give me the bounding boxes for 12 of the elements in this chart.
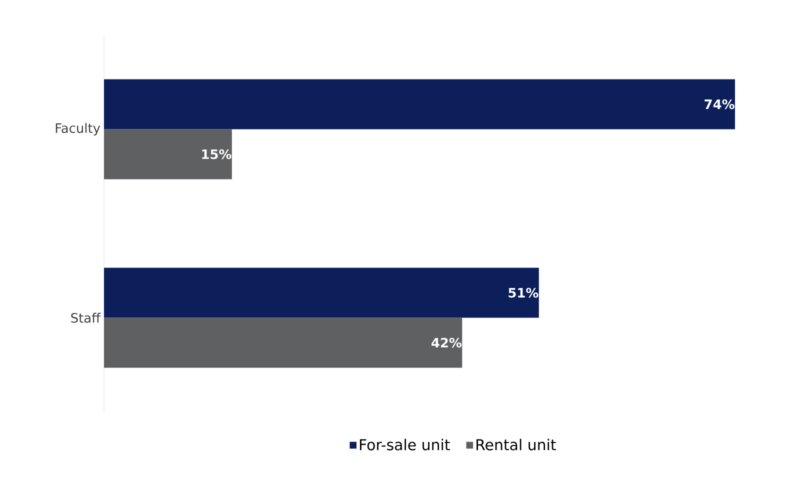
data-label: 74% xyxy=(704,99,734,110)
data-label: 51% xyxy=(508,288,538,298)
bar xyxy=(104,318,462,368)
bar xyxy=(104,129,232,180)
y-tick-label: Faculty xyxy=(56,122,100,136)
legend-label: For-sale unit xyxy=(360,438,450,450)
legend-label: Rental unit xyxy=(476,438,556,450)
data-label: 42% xyxy=(432,338,462,348)
bar xyxy=(104,268,539,318)
data-label: 15% xyxy=(202,149,232,160)
y-tick-label: Staff xyxy=(71,312,101,323)
bar xyxy=(104,79,736,130)
